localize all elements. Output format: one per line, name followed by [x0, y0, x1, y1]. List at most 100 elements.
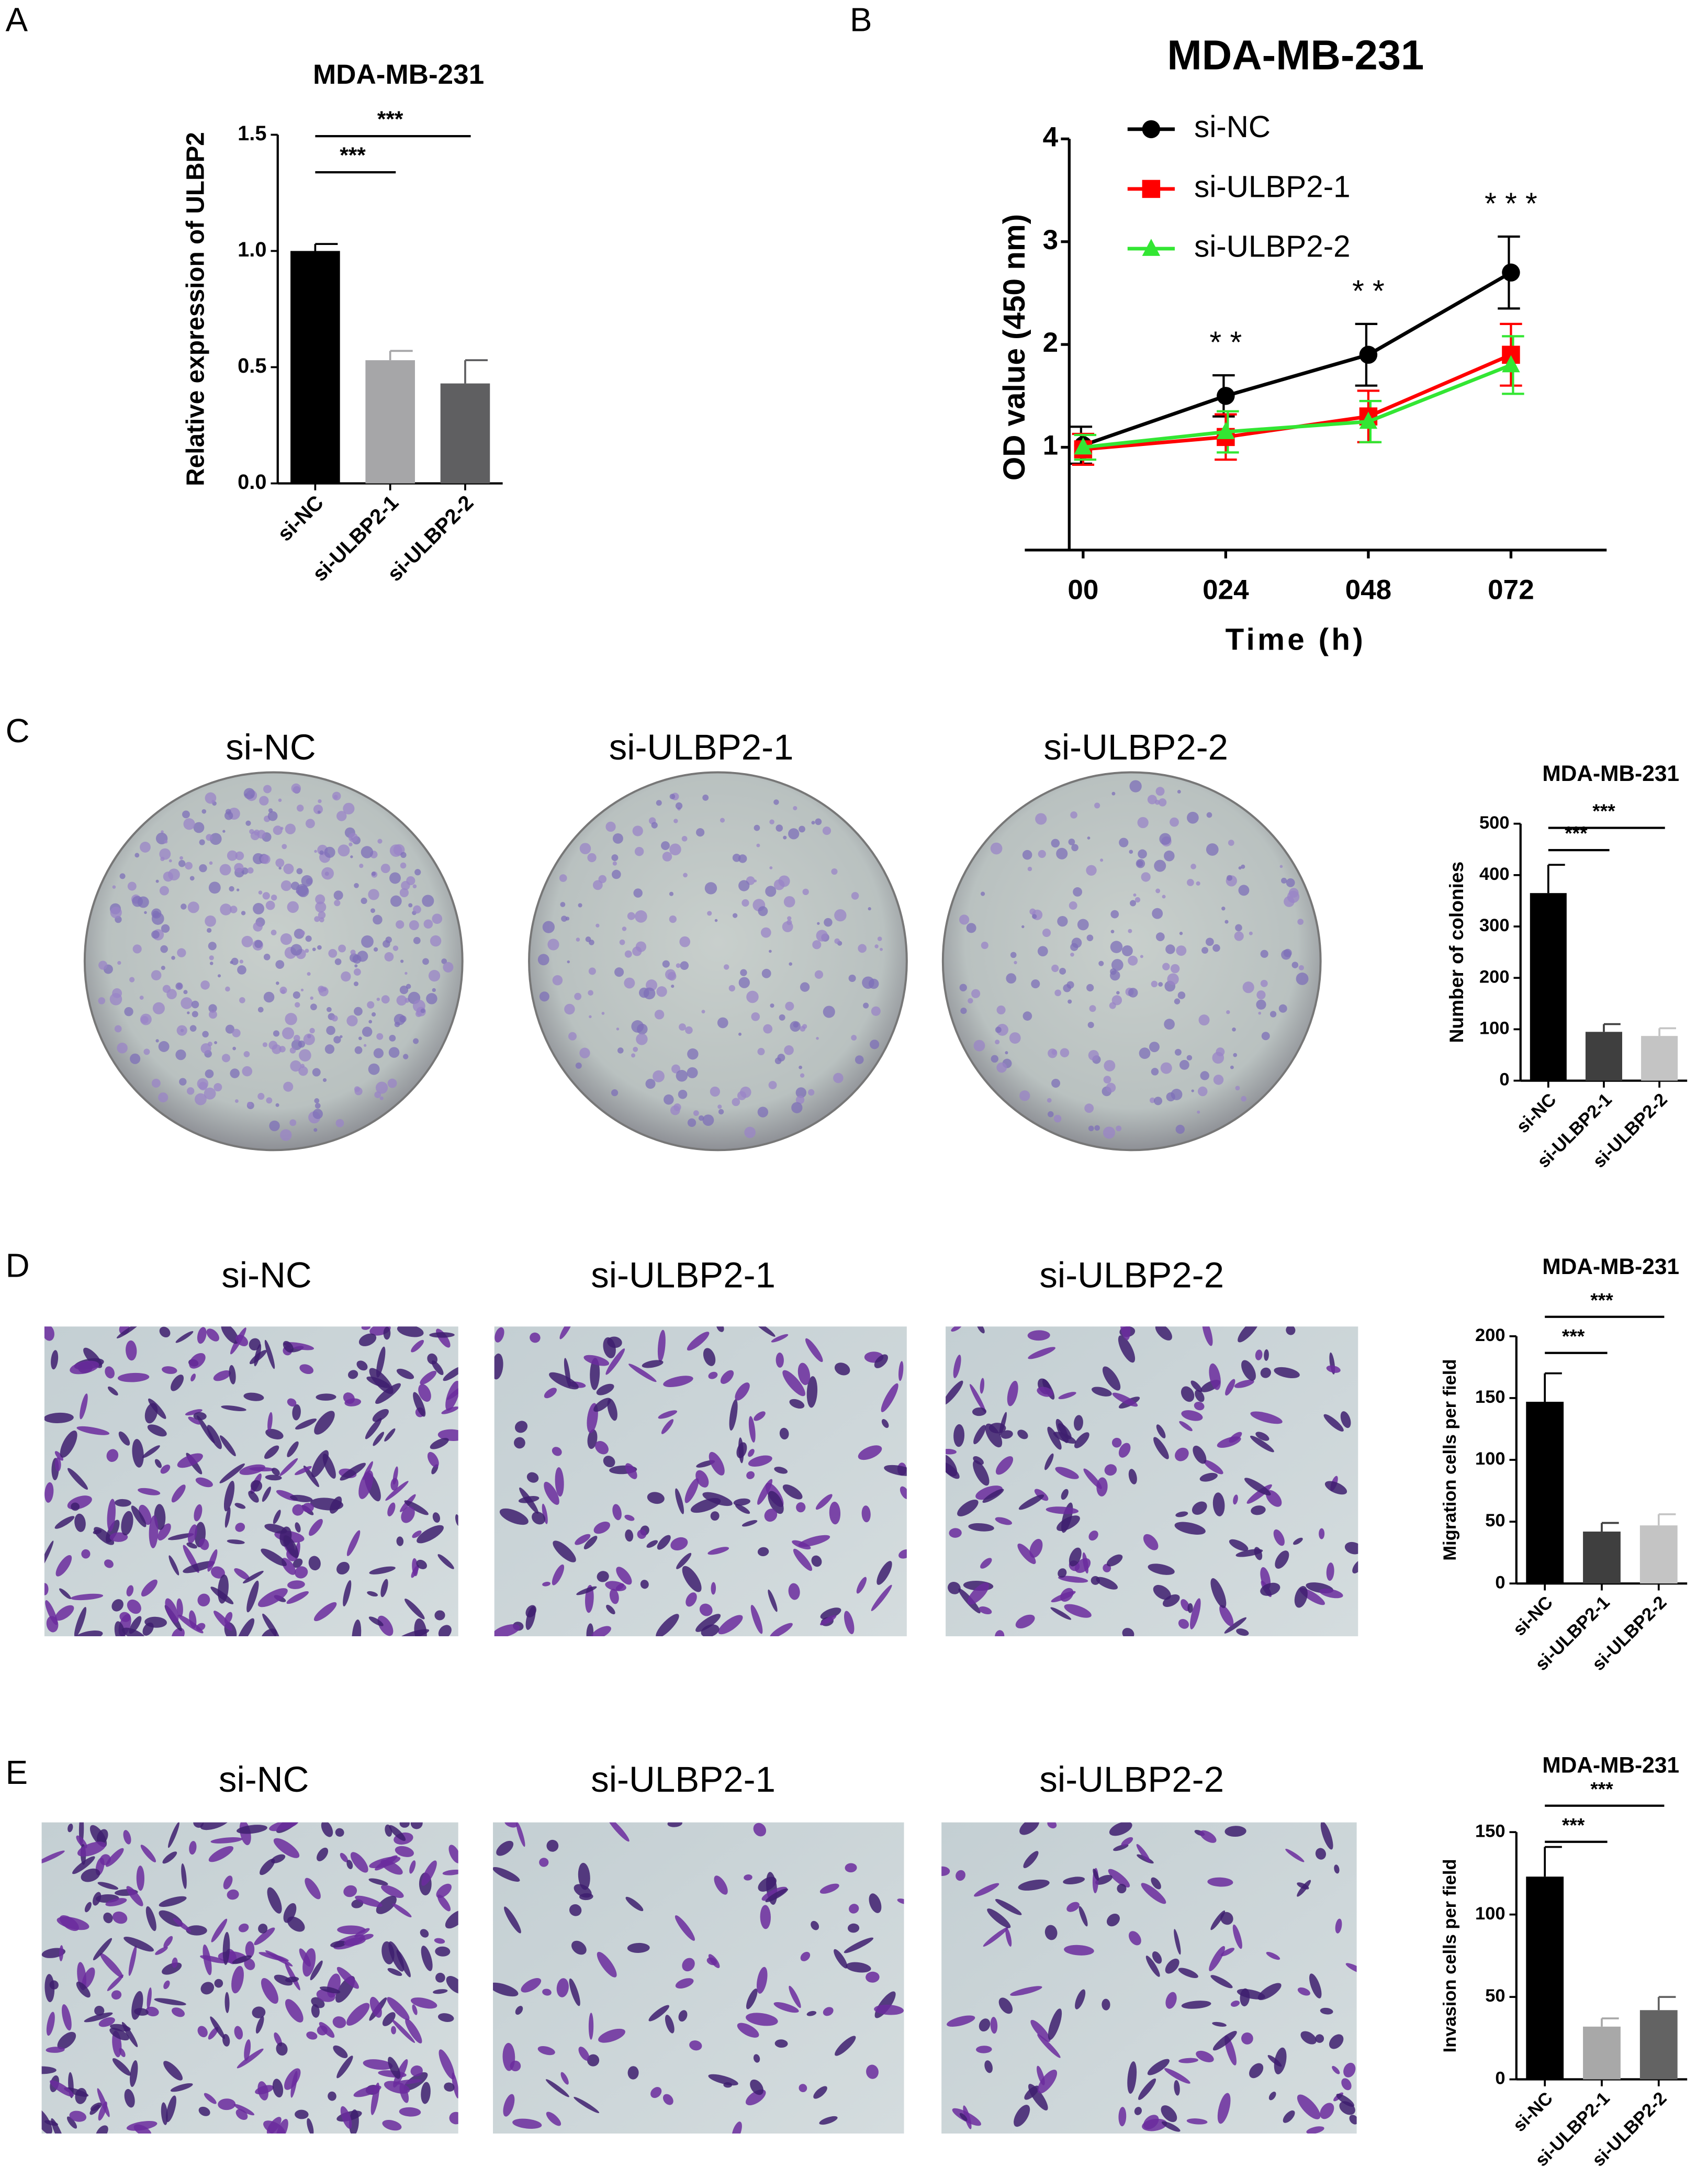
- cell: [702, 1492, 733, 1506]
- significance-label: * *: [1210, 326, 1242, 360]
- cell: [849, 1904, 859, 1914]
- colony: [1109, 1002, 1116, 1009]
- colony: [309, 1027, 315, 1034]
- colony: [358, 1036, 362, 1041]
- colony: [432, 913, 443, 924]
- cell: [871, 1584, 892, 1611]
- colony: [833, 1073, 844, 1084]
- cell: [976, 1326, 985, 1334]
- colony: [631, 1053, 635, 1058]
- cell: [221, 1326, 239, 1344]
- cell: [995, 1456, 1014, 1475]
- x-tick-label: 024: [1203, 575, 1249, 606]
- colony: [230, 906, 238, 913]
- cell: [305, 1878, 321, 1900]
- colony: [346, 1015, 358, 1026]
- cell: [336, 2056, 353, 2079]
- cell: [670, 1537, 688, 1551]
- cell: [105, 1520, 120, 1543]
- colony: [372, 1012, 376, 1017]
- cell: [100, 1953, 123, 1978]
- colony: [1279, 865, 1283, 868]
- cell: [856, 1577, 867, 1594]
- colony: [1205, 937, 1214, 946]
- cell: [1106, 1913, 1120, 1927]
- colony: [671, 1064, 681, 1074]
- cell: [410, 1997, 437, 2009]
- cell: [695, 1470, 709, 1488]
- colony: [1056, 847, 1068, 859]
- cell: [421, 1946, 433, 1971]
- colony: [341, 971, 351, 982]
- cell: [800, 1951, 811, 1961]
- cell: [427, 1353, 438, 1365]
- colony: [361, 846, 374, 858]
- colony: [354, 964, 358, 968]
- colony: [1094, 802, 1100, 809]
- cell: [68, 1823, 73, 1833]
- cell: [1153, 1584, 1171, 1600]
- cell: [44, 2120, 58, 2126]
- colony: [1111, 959, 1123, 971]
- colony: [119, 873, 126, 879]
- colony: [799, 1065, 803, 1069]
- cell: [233, 2104, 255, 2116]
- cell: [387, 1968, 402, 1976]
- colony: [318, 799, 322, 803]
- cell: [389, 1825, 406, 1841]
- cell: [299, 1364, 314, 1375]
- cell: [806, 1376, 818, 1408]
- cell: [108, 1386, 118, 1396]
- cell: [276, 2042, 288, 2056]
- colony: [171, 956, 175, 960]
- cell: [109, 2027, 129, 2041]
- y-tick-label: 2: [1043, 327, 1059, 358]
- cell: [210, 2016, 226, 2039]
- cell: [968, 1523, 994, 1532]
- cell: [285, 1976, 299, 1983]
- colony: [981, 942, 988, 950]
- cell: [84, 1902, 92, 1913]
- cell: [382, 2012, 396, 2026]
- cell: [197, 1593, 210, 1607]
- colony: [290, 1060, 301, 1072]
- colony: [273, 825, 283, 835]
- cell: [175, 1331, 194, 1343]
- dish-photo: [941, 771, 1322, 1152]
- colony: [1137, 817, 1149, 829]
- cell: [1164, 2068, 1190, 2084]
- cell: [77, 1841, 106, 1857]
- cell: [375, 1383, 401, 1404]
- cell: [237, 2048, 264, 2069]
- colony: [200, 980, 210, 990]
- cell: [967, 1582, 990, 1605]
- colony: [98, 997, 106, 1004]
- marker: [1142, 120, 1161, 139]
- cell: [290, 1494, 313, 1502]
- colony: [324, 1044, 335, 1054]
- cell: [603, 1456, 615, 1468]
- cell: [583, 1355, 610, 1366]
- cell: [1058, 1423, 1072, 1439]
- cell: [819, 1615, 837, 1626]
- colony: [268, 808, 273, 813]
- bar: [290, 251, 340, 484]
- cell: [176, 1598, 183, 1617]
- colony: [1256, 999, 1266, 1010]
- cell: [131, 1991, 143, 2020]
- colony: [1177, 991, 1186, 999]
- cell: [328, 2091, 336, 2101]
- cell: [208, 2027, 219, 2040]
- colony: [321, 867, 334, 880]
- colony: [282, 844, 287, 850]
- colony: [802, 888, 809, 896]
- colony: [1212, 1052, 1224, 1064]
- cell: [107, 1499, 116, 1532]
- y-tick-label: 3: [1043, 225, 1059, 255]
- colony: [399, 888, 409, 898]
- colony: [612, 833, 623, 844]
- cell: [571, 1940, 587, 1955]
- x-tick-label: 072: [1488, 575, 1534, 606]
- cell: [93, 1938, 113, 1961]
- cell: [66, 2116, 77, 2129]
